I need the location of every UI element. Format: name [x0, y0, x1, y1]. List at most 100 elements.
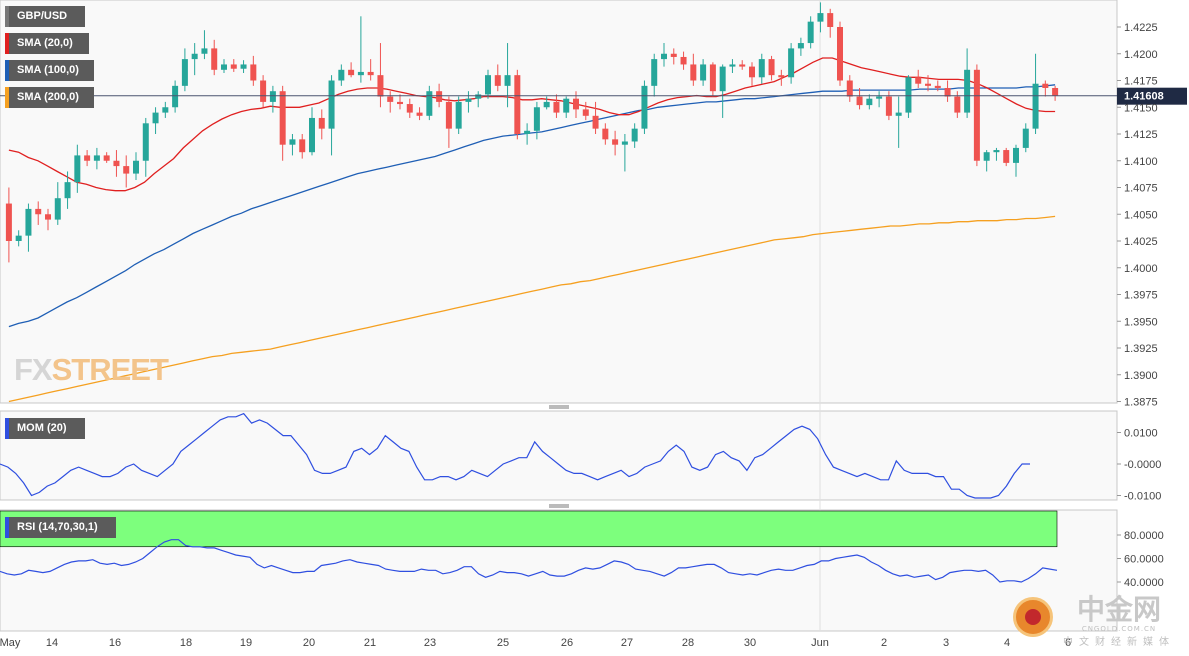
candle-body — [934, 85, 941, 88]
candle-body — [846, 80, 853, 97]
candle-body — [367, 71, 374, 76]
candle-body — [436, 91, 443, 102]
candle-body — [35, 208, 42, 215]
candle-body — [162, 107, 169, 113]
candle-body — [113, 160, 120, 167]
time-tick-label: 26 — [561, 637, 573, 649]
time-axis: May 14 16 18 19 20 21 23 25 26 27 28 30 Jun 2 3 4 6 — [0, 637, 1071, 649]
candle-body — [1022, 128, 1029, 148]
candle-body — [925, 83, 931, 86]
candle-body — [563, 98, 570, 113]
mom-tick-label: -0.0100 — [1124, 491, 1161, 503]
fxstreet-watermark: FXSTREET — [14, 352, 169, 388]
candle-body — [475, 94, 482, 99]
candle-body — [621, 141, 628, 145]
candle-body — [612, 139, 619, 145]
candle-body — [54, 198, 61, 220]
cngold-emblem-icon — [1013, 597, 1053, 637]
candle-body — [260, 80, 267, 102]
time-tick-label: 30 — [744, 637, 756, 649]
candle-body — [573, 98, 579, 110]
candle-body — [328, 80, 335, 129]
candle-body — [983, 152, 990, 161]
rsi-tick-label: 40.0000 — [1124, 577, 1164, 589]
candle-body — [5, 203, 12, 241]
candle-body — [1032, 83, 1039, 129]
panel-splitter[interactable] — [549, 405, 569, 409]
candle-body — [348, 69, 355, 76]
legend-sma200[interactable]: SMA (200,0) — [5, 87, 94, 108]
candle-body — [524, 130, 531, 134]
candle-body — [221, 64, 227, 70]
candle-body — [465, 98, 472, 102]
time-tick-label: 16 — [109, 637, 121, 649]
panel-splitter-2[interactable] — [549, 504, 569, 508]
candle-body — [719, 66, 726, 92]
price-tick-label: 1.3900 — [1124, 370, 1158, 382]
sma100-line — [8, 84, 1056, 328]
candle-body — [670, 53, 677, 57]
candle-body — [944, 87, 951, 97]
rsi-tick-label: 80.0000 — [1124, 530, 1164, 542]
legend-sma20[interactable]: SMA (20,0) — [5, 33, 89, 54]
candle-body — [582, 109, 589, 116]
candle-body — [84, 155, 91, 161]
candle-body — [631, 128, 638, 142]
candle-body — [768, 59, 775, 76]
candle-body — [856, 96, 863, 106]
candle-body — [739, 64, 746, 67]
candle-body — [690, 64, 697, 81]
legend-rsi[interactable]: RSI (14,70,30,1) — [5, 517, 116, 538]
candle-body — [309, 117, 315, 153]
price-tick-label: 1.3950 — [1124, 316, 1158, 328]
price-panel-bg — [0, 0, 1118, 404]
current-price-badge — [1117, 87, 1187, 105]
candle-body — [602, 128, 609, 140]
rsi-zones — [0, 510, 1058, 548]
legend-mom[interactable]: MOM (20) — [5, 418, 85, 439]
legend-symbol-text: GBP/USD — [17, 10, 68, 22]
rsi-line — [0, 539, 1058, 583]
price-axis: 1.4225 1.4200 1.4175 1.4150 1.4125 1.4100 1.40… — [1117, 22, 1158, 409]
time-tick-label: 2 — [881, 637, 887, 649]
mom-panel-bg — [0, 410, 1118, 501]
candle-body — [181, 59, 188, 86]
candle-body — [74, 155, 81, 183]
time-tick-label: 23 — [424, 637, 436, 649]
time-tick-label: 27 — [621, 637, 633, 649]
rsi-tick-label: 60.0000 — [1124, 554, 1164, 566]
price-tick-label: 1.4225 — [1124, 22, 1158, 34]
candles — [5, 2, 1059, 263]
legend-sma100[interactable]: SMA (100,0) — [5, 60, 94, 81]
rsi-axis: 80.0000 60.0000 40.0000 — [1117, 530, 1164, 589]
legend-sma200-text: SMA (200,0) — [17, 91, 79, 103]
current-price-label: 1.41608 — [1124, 91, 1164, 103]
price-tick-label: 1.3925 — [1124, 343, 1158, 355]
sma200-line — [8, 215, 1056, 403]
candle-body — [729, 64, 736, 67]
candle-body — [905, 77, 912, 113]
candle-body — [749, 66, 755, 78]
cngold-tagline: 中文财经新媒体 — [1063, 637, 1175, 648]
candle-body — [1042, 83, 1049, 88]
candle-body — [445, 101, 452, 129]
watermark-fx: FX — [14, 352, 53, 387]
candle-body — [592, 115, 599, 129]
candle-body — [357, 71, 364, 76]
time-tick-label: 21 — [364, 637, 376, 649]
candle-body — [817, 13, 824, 22]
cngold-url: CNGOLD.COM.CN — [1081, 625, 1157, 633]
legend-symbol[interactable]: GBP/USD — [5, 6, 85, 27]
candle-body — [240, 64, 247, 69]
candle-body — [1052, 87, 1059, 96]
price-tick-label: 1.4100 — [1124, 156, 1158, 168]
candle-body — [553, 101, 560, 113]
candle-body — [25, 208, 32, 236]
candle-body — [318, 117, 325, 129]
candle-body — [778, 75, 785, 78]
candle-body — [651, 59, 658, 86]
legend-rsi-text: RSI (14,70,30,1) — [17, 521, 98, 533]
candle-body — [954, 96, 961, 113]
candle-body — [709, 64, 716, 92]
candle-body — [1003, 150, 1010, 163]
